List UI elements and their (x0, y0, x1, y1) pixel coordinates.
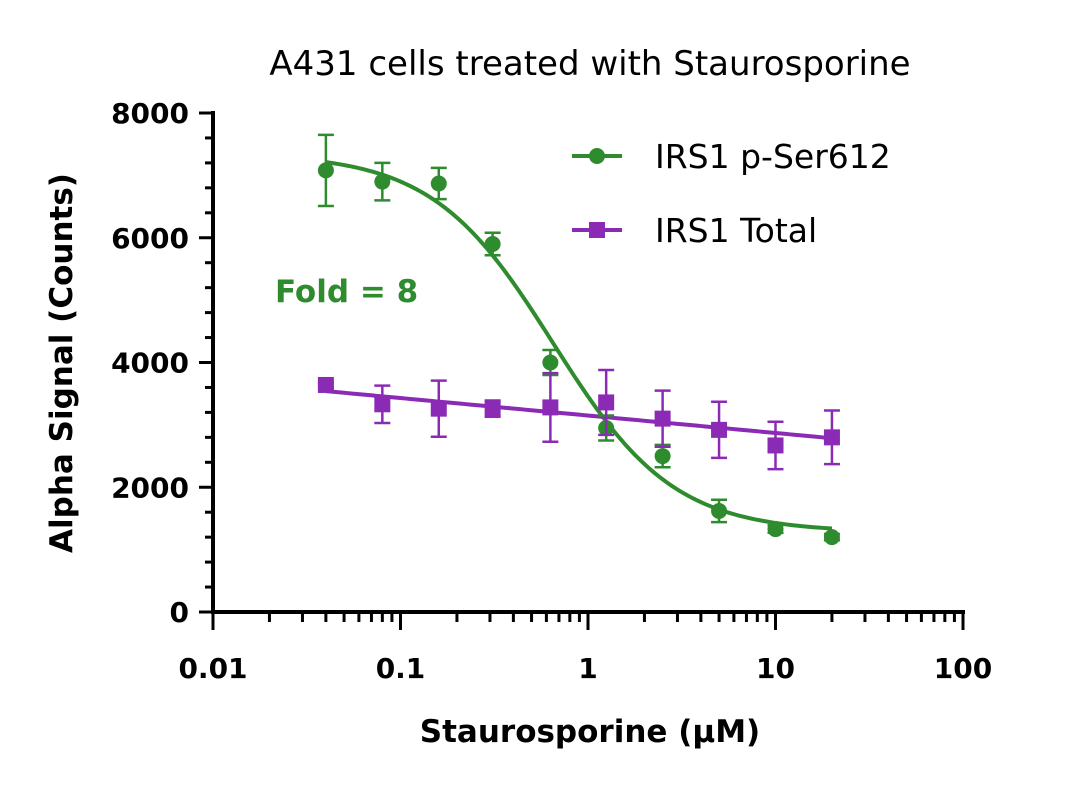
data-point-square (484, 400, 501, 417)
data-point-square (374, 396, 391, 413)
data-point-circle (711, 502, 728, 519)
x-axis-label: Staurosporine (µM) (420, 714, 760, 750)
data-point-circle (374, 173, 391, 190)
data-point-square (654, 410, 671, 427)
x-tick-label: 0.01 (178, 652, 247, 685)
y-axis-label: Alpha Signal (Counts) (44, 173, 80, 553)
data-point-square (711, 421, 728, 438)
fit-curves (325, 160, 833, 531)
fold-annotation: Fold = 8 (275, 274, 418, 310)
data-point-square (598, 394, 615, 411)
chart-title: A431 cells treated with Staurosporine (269, 44, 910, 84)
data-point-square (542, 399, 559, 416)
legend-marker-square (589, 222, 605, 238)
y-tick-label: 6000 (111, 222, 189, 255)
data-point-circle (542, 354, 559, 371)
axes: 0 2000 4000 6000 8000 0.01 0.1 1 10 100 (111, 97, 992, 685)
legend-item-series-1: IRS1 Total (572, 211, 817, 250)
fit-curve-series-1 (325, 389, 833, 441)
legend-marker-circle (589, 148, 605, 164)
legend-label: IRS1 p-Ser612 (655, 137, 891, 176)
data-point-circle (430, 175, 447, 192)
data-point-circle (317, 162, 334, 179)
data-point-circle (823, 529, 840, 546)
legend: IRS1 p-Ser612 IRS1 Total (572, 137, 891, 250)
data-point-square (767, 437, 784, 454)
legend-label: IRS1 Total (655, 211, 817, 250)
data-point-square (430, 400, 447, 417)
data-point-circle (484, 235, 501, 252)
x-tick-label: 10 (756, 652, 795, 685)
x-tick-label: 100 (934, 652, 992, 685)
y-tick-label: 2000 (111, 471, 189, 504)
fit-curve-series-0 (325, 160, 833, 531)
y-tick-label: 8000 (111, 97, 189, 130)
data-point-square (317, 376, 334, 393)
y-tick-label: 0 (170, 596, 189, 629)
data-points (317, 133, 840, 546)
x-tick-label: 0.1 (376, 652, 426, 685)
data-point-square (823, 429, 840, 446)
data-point-circle (654, 448, 671, 465)
x-tick-label: 1 (578, 652, 597, 685)
legend-item-series-0: IRS1 p-Ser612 (572, 137, 891, 176)
data-point-circle (767, 521, 784, 538)
y-tick-label: 4000 (111, 347, 189, 380)
